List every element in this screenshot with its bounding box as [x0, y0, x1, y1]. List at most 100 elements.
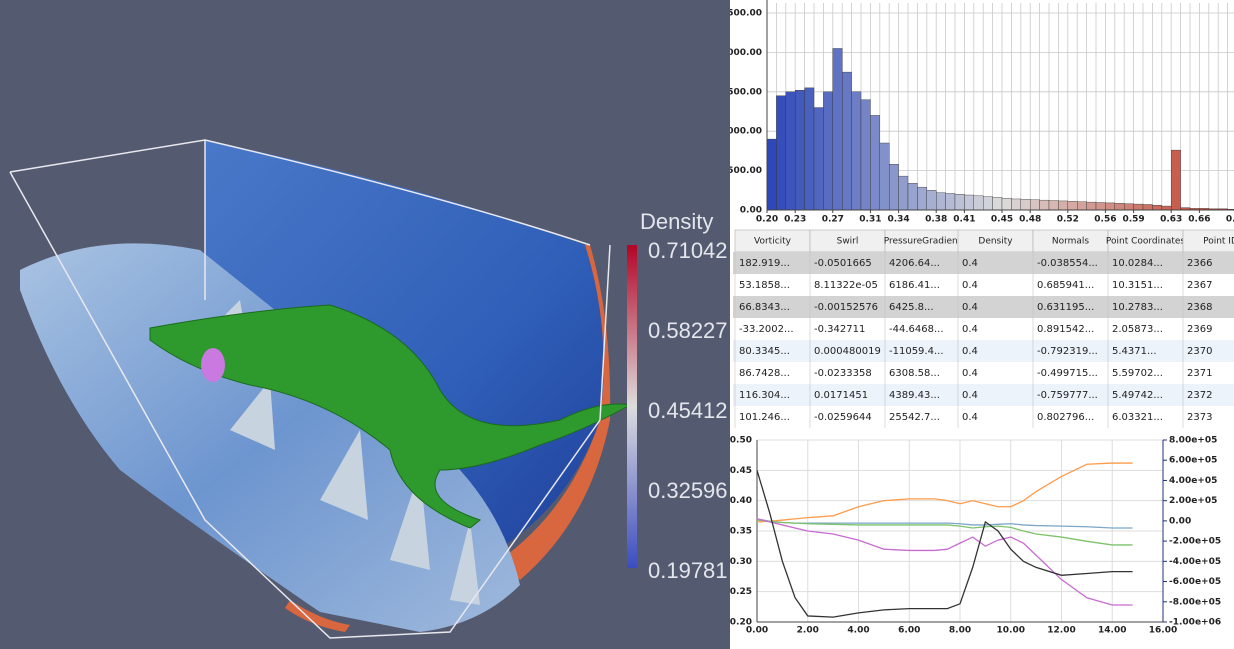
legend-label: 0.45412 — [648, 398, 728, 423]
table-cell: 0.4 — [962, 280, 978, 291]
bar — [1068, 201, 1077, 210]
legend-label: 0.71042 — [648, 238, 728, 263]
y2-tick-label: 4.00e+05 — [1169, 476, 1217, 486]
y2-tick-label: -2.00e+05 — [1169, 537, 1221, 547]
bar — [1040, 200, 1049, 210]
table-cell: 0.4 — [962, 258, 978, 269]
bar — [1077, 202, 1086, 210]
bar — [899, 176, 908, 210]
y2-tick-label: -8.00e+05 — [1169, 597, 1221, 607]
table-cell: -0.792319... — [1037, 346, 1098, 357]
line-chart-panel: 0.002.004.006.008.0010.0012.0014.0016.00… — [730, 430, 1234, 649]
y-tick-label: 0.40 — [730, 496, 752, 506]
y2-tick-label: 8.00e+05 — [1169, 436, 1217, 446]
table-cell: 0.631195... — [1037, 302, 1094, 313]
bar — [852, 92, 861, 210]
x-tick-label: 0.27 — [822, 215, 844, 225]
bar — [805, 88, 814, 210]
bar — [964, 195, 973, 210]
table-cell: 8.11322e-05 — [814, 280, 878, 291]
table-cell: -0.342711 — [814, 324, 865, 335]
x-tick-label: 0.59 — [1122, 215, 1144, 225]
y2-tick-label: 2.00e+05 — [1169, 496, 1217, 506]
table-cell: 116.304... — [739, 390, 790, 401]
legend-label: 0.58227 — [648, 318, 728, 343]
y-tick-label: 500.00 — [727, 166, 762, 176]
screen: Density 0.710420.582270.454120.325960.19… — [0, 0, 1234, 649]
bar — [1143, 204, 1152, 210]
bar — [1002, 198, 1011, 210]
x-tick-label: 0.34 — [887, 215, 909, 225]
table-cell: -44.6468... — [889, 324, 944, 335]
x-tick-label: 0.66 — [1188, 215, 1210, 225]
bar — [814, 108, 823, 210]
column-header: Point Coordinates — [1106, 237, 1186, 247]
table-cell: 6308.58... — [889, 368, 940, 379]
table-cell: 2371 — [1187, 368, 1212, 379]
bar — [786, 92, 795, 210]
x-tick-label: 0.38 — [925, 215, 947, 225]
x-tick-label: 0.45 — [991, 215, 1013, 225]
table-cell: 10.0284... — [1112, 258, 1163, 269]
bar — [993, 197, 1002, 210]
table-cell: 4389.43... — [889, 390, 940, 401]
x-tick-label: 0.48 — [1019, 215, 1041, 225]
table-cell: 2.05873... — [1112, 324, 1163, 335]
bar — [1021, 199, 1030, 210]
table-cell: 10.3151... — [1112, 280, 1163, 291]
y-tick-label: 0.35 — [730, 527, 752, 537]
bar — [1162, 206, 1171, 210]
bar — [861, 100, 870, 210]
bar — [946, 193, 955, 210]
x-tick-label: 10.00 — [997, 626, 1025, 636]
table-cell: 2370 — [1187, 346, 1212, 357]
y2-tick-label: -4.00e+05 — [1169, 557, 1221, 567]
bar — [955, 194, 964, 210]
x-tick-label: 0.20 — [756, 215, 778, 225]
x-tick-label: 0.31 — [859, 215, 881, 225]
table-cell: 2373 — [1187, 412, 1212, 423]
bar — [1105, 203, 1114, 210]
table-cell: 0.4 — [962, 346, 978, 357]
histogram-panel: 0.00500.001000.001500.002000.002500.000.… — [721, 0, 1234, 226]
panel-background — [730, 430, 1234, 649]
table-row — [733, 340, 1234, 362]
table-cell: 6425.8... — [889, 302, 934, 313]
table-cell: 5.4371... — [1112, 346, 1157, 357]
x-tick-label: 0.52 — [1057, 215, 1079, 225]
column-header: Point ID — [1203, 237, 1234, 247]
table-cell: 2372 — [1187, 390, 1212, 401]
bar — [833, 48, 842, 210]
table-cell: -0.0501665 — [814, 258, 872, 269]
table-cell: -0.499715... — [1037, 368, 1098, 379]
column-header: Normals — [1052, 237, 1090, 247]
table-cell: -0.0259644 — [814, 412, 872, 423]
bar — [936, 193, 945, 210]
x-tick-label: 4.00 — [847, 626, 869, 636]
legend-label: 0.19781 — [648, 558, 728, 583]
table-cell: 0.4 — [962, 302, 978, 313]
render-view[interactable]: Density 0.710420.582270.454120.325960.19… — [0, 0, 730, 649]
table-cell: 80.3345... — [739, 346, 790, 357]
table-cell: 2367 — [1187, 280, 1212, 291]
bar — [1115, 203, 1124, 210]
column-header: Swirl — [837, 237, 859, 247]
bar — [870, 115, 879, 210]
bar — [1096, 203, 1105, 210]
bar — [908, 183, 917, 210]
table-cell: 0.0171451 — [814, 390, 868, 401]
bar — [776, 96, 785, 210]
table-cell: 25542.7... — [889, 412, 940, 423]
bar — [1049, 201, 1058, 210]
legend-title: Density — [640, 209, 713, 234]
y-tick-label: 0.30 — [730, 557, 752, 567]
table-cell: 66.8343... — [739, 302, 790, 313]
table-cell: 0.891542... — [1037, 324, 1094, 335]
bar — [823, 92, 832, 210]
x-tick-label: 0.41 — [953, 215, 975, 225]
bar — [927, 190, 936, 210]
table-cell: 0.4 — [962, 368, 978, 379]
table-cell: -0.038554... — [1037, 258, 1098, 269]
bar — [1124, 204, 1133, 210]
